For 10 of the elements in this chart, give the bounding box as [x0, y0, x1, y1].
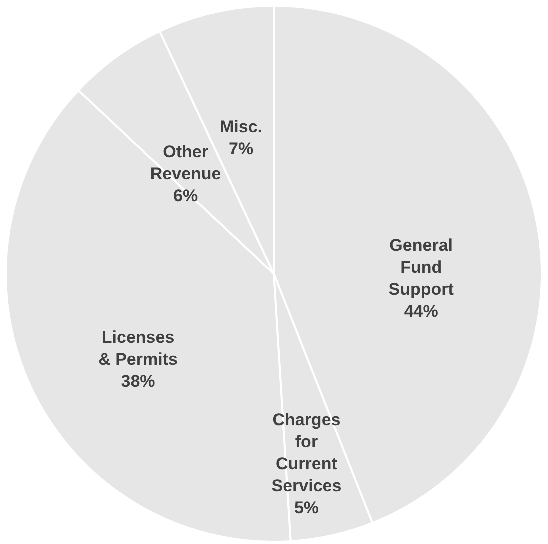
slice-label: Misc. — [220, 118, 263, 137]
data-label: 5% — [294, 498, 320, 518]
data-label: 6% — [174, 186, 198, 206]
slice-label: Licenses & Permits — [98, 328, 178, 369]
slice-label: Other Revenue — [150, 142, 222, 184]
slice-label: General Fund Support — [388, 236, 454, 299]
slice-label: Charges for Current Services — [272, 410, 342, 496]
data-label: 7% — [228, 140, 254, 159]
data-label: 38% — [121, 372, 156, 391]
data-label: 44% — [404, 302, 438, 321]
